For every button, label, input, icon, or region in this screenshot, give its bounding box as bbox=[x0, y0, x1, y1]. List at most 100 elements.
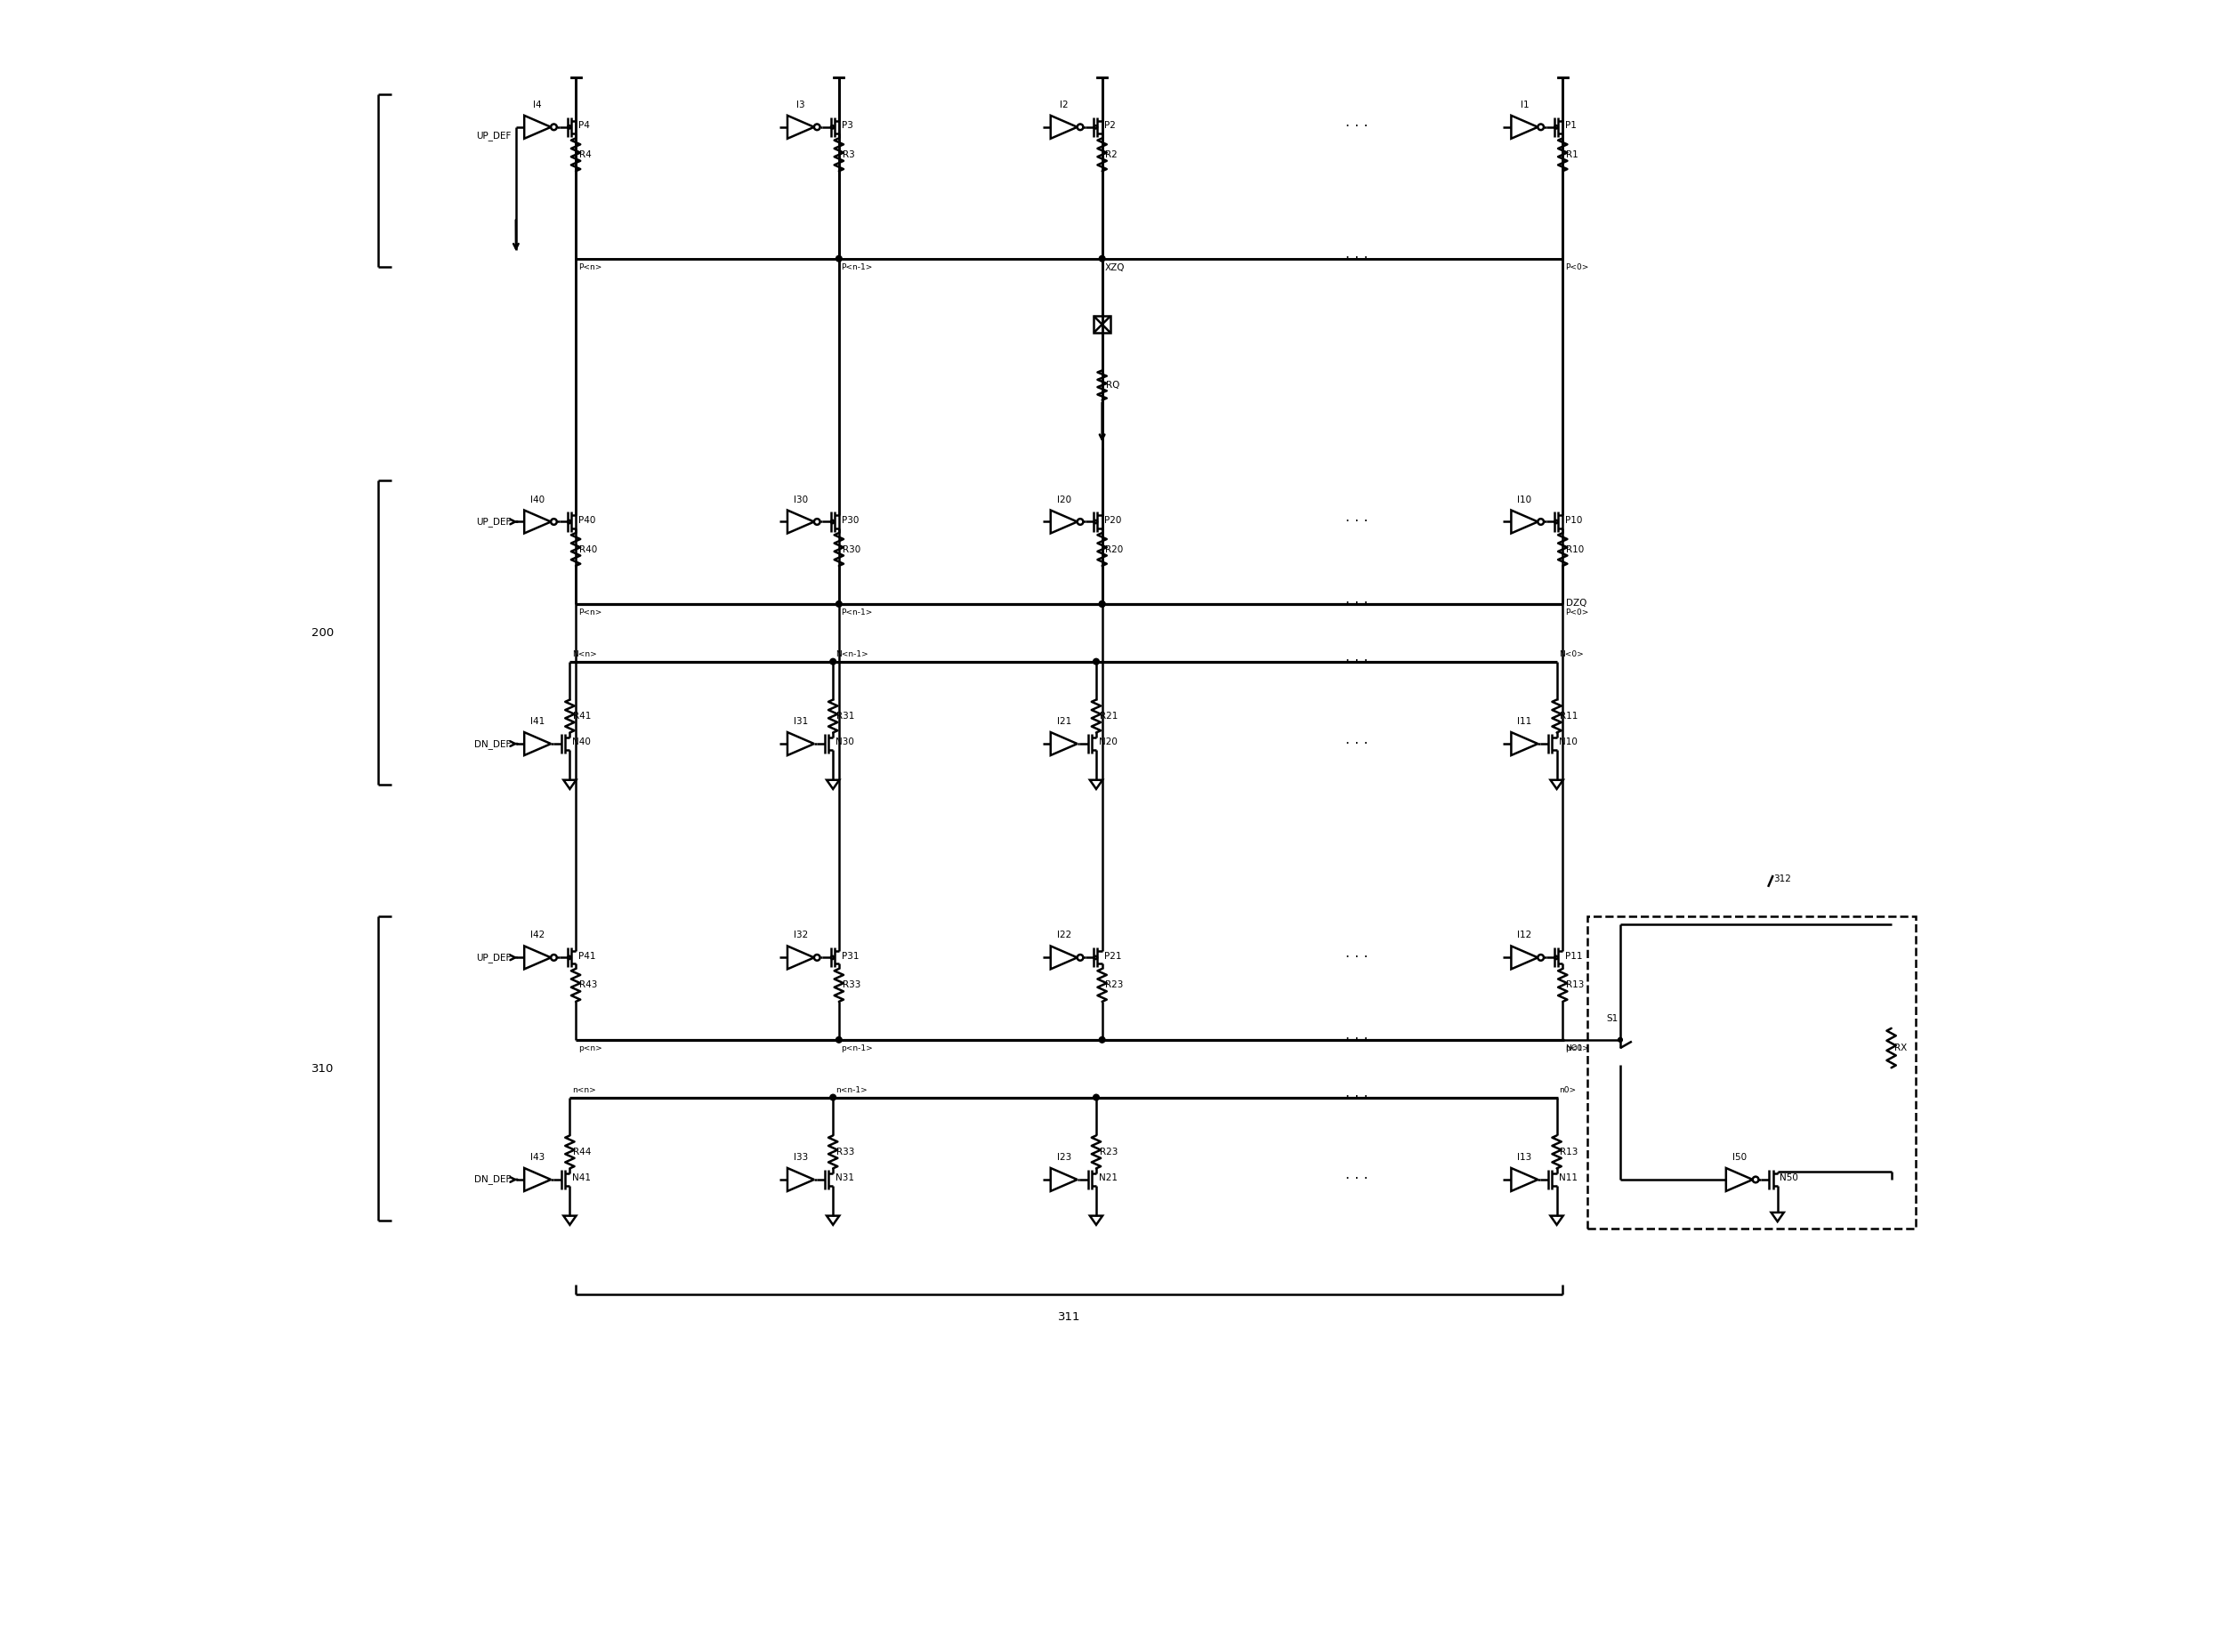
Text: I13: I13 bbox=[1516, 1153, 1532, 1161]
Text: P41: P41 bbox=[577, 952, 595, 960]
Circle shape bbox=[1092, 1094, 1099, 1100]
Text: n<n-1>: n<n-1> bbox=[835, 1085, 868, 1094]
Text: R23: R23 bbox=[1106, 981, 1123, 990]
Text: NO1: NO1 bbox=[1565, 1044, 1583, 1052]
Text: · · ·: · · · bbox=[1345, 737, 1368, 750]
Text: 200: 200 bbox=[311, 628, 333, 639]
Text: R13: R13 bbox=[1565, 981, 1585, 990]
Text: · · ·: · · · bbox=[1345, 253, 1368, 266]
Text: P40: P40 bbox=[577, 515, 595, 525]
Circle shape bbox=[1092, 659, 1099, 664]
Text: R20: R20 bbox=[1106, 545, 1123, 553]
Text: R21: R21 bbox=[1099, 712, 1117, 720]
Text: R30: R30 bbox=[841, 545, 859, 553]
Text: DN_DEF: DN_DEF bbox=[475, 1175, 511, 1184]
Text: R31: R31 bbox=[837, 712, 855, 720]
Text: P<n>: P<n> bbox=[577, 610, 602, 616]
Circle shape bbox=[1099, 601, 1106, 606]
Text: · · ·: · · · bbox=[1345, 952, 1368, 965]
Text: DN_DEF: DN_DEF bbox=[475, 738, 511, 748]
Circle shape bbox=[1099, 1037, 1106, 1042]
Text: I10: I10 bbox=[1516, 496, 1532, 504]
Text: P10: P10 bbox=[1565, 515, 1583, 525]
Text: · · ·: · · · bbox=[1345, 1090, 1368, 1104]
Text: R10: R10 bbox=[1565, 545, 1585, 553]
Text: I4: I4 bbox=[533, 101, 542, 109]
Text: N20: N20 bbox=[1099, 738, 1117, 747]
Text: N21: N21 bbox=[1099, 1173, 1117, 1183]
Text: RX: RX bbox=[1894, 1044, 1907, 1052]
Text: N31: N31 bbox=[835, 1173, 855, 1183]
Text: P<n-1>: P<n-1> bbox=[841, 264, 872, 271]
Text: I50: I50 bbox=[1732, 1153, 1747, 1161]
Text: I31: I31 bbox=[793, 717, 808, 725]
Text: XZQ: XZQ bbox=[1106, 264, 1126, 273]
Text: N30: N30 bbox=[835, 738, 855, 747]
Text: N50: N50 bbox=[1780, 1173, 1798, 1183]
Text: R43: R43 bbox=[579, 981, 597, 990]
Text: P<0>: P<0> bbox=[1565, 264, 1590, 271]
Text: R44: R44 bbox=[573, 1148, 591, 1156]
Text: n0>: n0> bbox=[1558, 1085, 1576, 1094]
Text: N41: N41 bbox=[573, 1173, 591, 1183]
Text: S1: S1 bbox=[1605, 1014, 1618, 1023]
Text: · · ·: · · · bbox=[1345, 1032, 1368, 1046]
Text: R1: R1 bbox=[1565, 150, 1578, 159]
Text: I20: I20 bbox=[1057, 496, 1070, 504]
Bar bbox=[1094, 316, 1110, 332]
Text: · · ·: · · · bbox=[1345, 1173, 1368, 1186]
Text: N<n-1>: N<n-1> bbox=[835, 651, 868, 657]
Text: P11: P11 bbox=[1565, 952, 1583, 960]
Text: R23: R23 bbox=[1099, 1148, 1117, 1156]
Text: I41: I41 bbox=[531, 717, 544, 725]
Text: I1: I1 bbox=[1521, 101, 1530, 109]
Circle shape bbox=[1618, 1037, 1623, 1042]
Text: R4: R4 bbox=[579, 150, 591, 159]
Circle shape bbox=[837, 256, 841, 261]
Text: · · ·: · · · bbox=[1345, 121, 1368, 134]
Text: P4: P4 bbox=[577, 121, 591, 131]
Circle shape bbox=[837, 601, 841, 606]
Text: N40: N40 bbox=[573, 738, 591, 747]
Text: N10: N10 bbox=[1558, 738, 1578, 747]
Text: I42: I42 bbox=[531, 932, 544, 940]
Text: 312: 312 bbox=[1774, 874, 1792, 884]
Text: · · ·: · · · bbox=[1345, 515, 1368, 529]
Text: n<n>: n<n> bbox=[573, 1085, 597, 1094]
Text: 310: 310 bbox=[311, 1062, 333, 1074]
Text: R33: R33 bbox=[837, 1148, 855, 1156]
Text: N11: N11 bbox=[1558, 1173, 1578, 1183]
Text: p<n>: p<n> bbox=[577, 1044, 602, 1052]
Text: P<n>: P<n> bbox=[577, 264, 602, 271]
Circle shape bbox=[1099, 601, 1106, 606]
Text: R11: R11 bbox=[1561, 712, 1578, 720]
Text: · · ·: · · · bbox=[1345, 654, 1368, 667]
Text: UP_DEF: UP_DEF bbox=[475, 517, 511, 527]
Text: R13: R13 bbox=[1561, 1148, 1578, 1156]
Text: UP_DEF: UP_DEF bbox=[475, 953, 511, 963]
Text: I2: I2 bbox=[1059, 101, 1068, 109]
Text: P2: P2 bbox=[1106, 121, 1117, 131]
Text: P21: P21 bbox=[1106, 952, 1121, 960]
Text: P1: P1 bbox=[1565, 121, 1576, 131]
Text: I32: I32 bbox=[793, 932, 808, 940]
Text: 311: 311 bbox=[1059, 1312, 1081, 1323]
Text: p<n-1>: p<n-1> bbox=[841, 1044, 872, 1052]
Circle shape bbox=[830, 1094, 837, 1100]
Text: I43: I43 bbox=[531, 1153, 544, 1161]
Text: N<n>: N<n> bbox=[573, 651, 597, 657]
Circle shape bbox=[837, 1037, 841, 1042]
Circle shape bbox=[1099, 256, 1106, 261]
Bar bbox=[1587, 917, 1916, 1229]
Text: P20: P20 bbox=[1106, 515, 1121, 525]
Text: P30: P30 bbox=[841, 515, 859, 525]
Text: I40: I40 bbox=[531, 496, 544, 504]
Text: I21: I21 bbox=[1057, 717, 1072, 725]
Text: R40: R40 bbox=[579, 545, 597, 553]
Text: I11: I11 bbox=[1516, 717, 1532, 725]
Text: P<n-1>: P<n-1> bbox=[841, 610, 872, 616]
Text: p<0>: p<0> bbox=[1565, 1044, 1590, 1052]
Text: N<0>: N<0> bbox=[1558, 651, 1583, 657]
Text: I22: I22 bbox=[1057, 932, 1072, 940]
Text: R41: R41 bbox=[573, 712, 591, 720]
